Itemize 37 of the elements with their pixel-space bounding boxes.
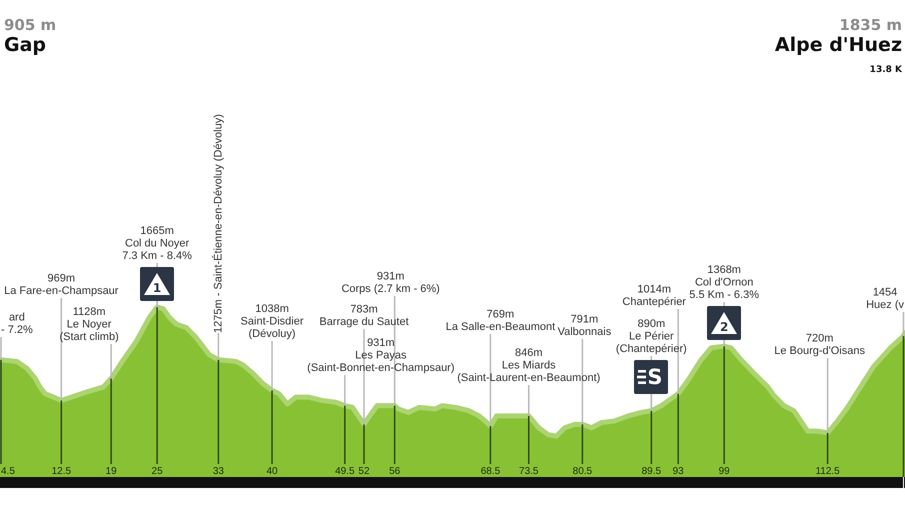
annotation: 1275m - Saint-Étienne-en-Dévoluy (Dévoluy): [211, 114, 224, 333]
x-tick-label: 25: [152, 466, 164, 477]
annotation: S: [647, 364, 662, 390]
x-tick-label: 33: [212, 466, 224, 477]
annotation: ard - 7.2%: [0, 312, 34, 336]
annotation: 1665m Col du Noyer 7.3 Km - 8.4%: [122, 225, 192, 262]
annotation: 791m Valbonnais: [558, 314, 612, 338]
annotation: 783m Barrage du Sautet: [319, 304, 409, 328]
text: 905 m Gap: [4, 16, 56, 56]
annotation: 969m La Fare-en-Champsaur: [4, 272, 119, 298]
x-tick-label: 56: [389, 466, 401, 477]
annotation: 1368m Col d'Ornon 5.5 Km - 6.3%: [689, 264, 760, 302]
x-tick-label: 99: [718, 466, 730, 477]
annotation: 890m Le Périer (Chantepérier): [616, 318, 687, 356]
x-tick-label: 89.5: [642, 466, 662, 477]
annotation: 769m La Salle-en-Beaumont: [446, 308, 556, 334]
annotation: 1014m Chantepérier: [622, 284, 686, 308]
annotation: 2: [718, 320, 730, 334]
annotation: 846m Les Miards (Saint-Laurent-en-Beaumont): [457, 347, 600, 384]
x-tick-label: 112.5: [815, 466, 840, 477]
annotation: 1128m Le Noyer (Start climb): [59, 306, 119, 344]
annotation: 931m Corps (2.7 km - 6%): [341, 270, 440, 296]
x-tick-label: 93: [672, 466, 684, 477]
x-tick-label: 12.5: [52, 466, 72, 477]
x-tick-label: 4.5: [1, 466, 16, 477]
annotation: 1454 Huez (v: [866, 286, 904, 312]
x-tick-label: 52: [358, 466, 370, 477]
annotation: 720m Le Bourg-d'Oisans: [774, 332, 866, 358]
x-tick-label: 19: [106, 466, 118, 477]
x-tick-label: 80.5: [572, 466, 593, 477]
x-tick-label: 73.5: [519, 466, 539, 477]
annotation: 1038m Saint-Disdier (Dévoluy): [240, 303, 304, 340]
annotation: 931m Les Payas (Saint-Bonnet-en-Champsaur): [307, 337, 455, 374]
x-tick-label: 40: [266, 466, 278, 477]
x-tick-label: 49.5: [335, 466, 356, 477]
text: 1835 m Alpe d'Huez 13.8 K: [774, 16, 904, 75]
x-tick-label: 68.5: [480, 466, 501, 477]
